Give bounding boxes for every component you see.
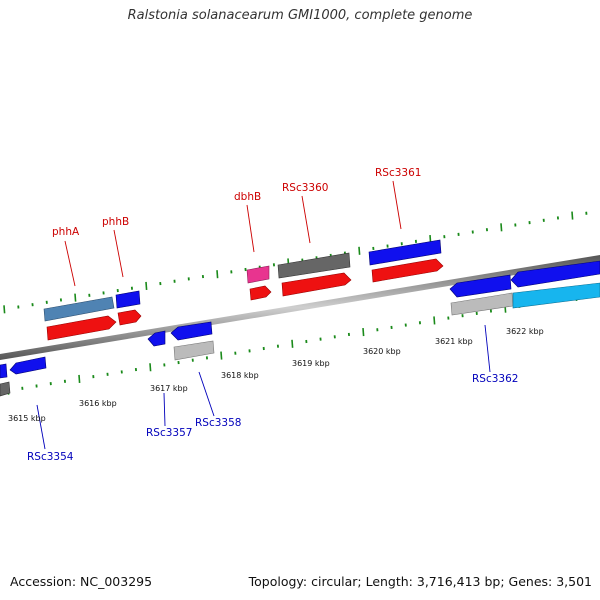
leader-RSc3358: [198, 371, 215, 417]
gene-RSc3357[interactable]: [147, 330, 166, 347]
gene-RSc3363-upper[interactable]: [510, 260, 600, 288]
label-leaders: [36, 180, 491, 450]
gene-RSc3360[interactable]: [281, 272, 352, 297]
leader-RSc3354: [36, 404, 46, 450]
scale-label-3618: 3618 kbp: [221, 371, 259, 380]
gene-phhB[interactable]: [117, 309, 142, 326]
outer-major-tick: [358, 246, 361, 255]
scale-labels: 3615 kbp 3616 kbp 3617 kbp 3618 kbp 3619…: [8, 327, 544, 423]
forward-strand: [43, 239, 444, 341]
gene-RSc3354[interactable]: [9, 356, 47, 375]
inner-major-tick: [362, 328, 365, 337]
outer-major-tick: [216, 270, 219, 279]
outer-major-tick: [500, 223, 503, 232]
inner-major-tick: [78, 374, 81, 384]
gene-dbhB[interactable]: [249, 285, 272, 301]
gene-RSc3358-upper[interactable]: [170, 321, 213, 341]
gene-RSc3363[interactable]: [512, 282, 600, 309]
scale-label-3616: 3616 kbp: [79, 399, 117, 408]
gene-phhA-upper[interactable]: [43, 296, 115, 322]
gene-RSc3361[interactable]: [371, 258, 444, 283]
genome-backbone: [0, 255, 600, 360]
gene-label-RSc3357[interactable]: RSc3357: [146, 427, 192, 439]
leader-RSc3361: [392, 180, 402, 230]
gene-dbhB-upper[interactable]: [246, 265, 270, 284]
outer-major-tick: [571, 211, 574, 220]
inner-major-tick: [220, 351, 223, 360]
gene-labels: phhA phhB dbhB RSc3360 RSc3361 RSc3354 R…: [27, 167, 518, 463]
scale-label-3615: 3615 kbp: [8, 414, 46, 423]
leader-RSc3362: [484, 324, 491, 373]
leader-phhB: [113, 229, 124, 278]
outer-major-tick: [3, 305, 6, 314]
gene-label-phhB[interactable]: phhB: [102, 216, 129, 228]
gene-phhA[interactable]: [46, 315, 117, 341]
gene-label-RSc3358[interactable]: RSc3358: [195, 417, 241, 429]
accession-text: Accession: NC_003295: [10, 574, 153, 589]
gene-RSc3353[interactable]: [0, 363, 8, 379]
gene-phhB-upper[interactable]: [115, 290, 141, 309]
gene-RSc3362-upper[interactable]: [449, 274, 512, 298]
gene-RSc3358[interactable]: [173, 340, 215, 361]
gene-RSc3361-upper[interactable]: [368, 239, 442, 266]
scale-label-3620: 3620 kbp: [363, 347, 401, 356]
outer-major-tick: [145, 281, 148, 290]
map-title: Ralstonia solanacearum GMI1000, complete…: [127, 8, 473, 23]
leader-phhA: [64, 240, 76, 287]
gene-label-RSc3354[interactable]: RSc3354: [27, 451, 74, 463]
reverse-strand: [0, 260, 600, 397]
inner-major-tick: [433, 316, 436, 325]
scale-label-3621: 3621 kbp: [435, 337, 473, 346]
scale-label-3619: 3619 kbp: [292, 359, 330, 368]
outer-major-tick: [74, 293, 77, 302]
scale-label-3617: 3617 kbp: [150, 384, 188, 393]
gene-label-RSc3361[interactable]: RSc3361: [375, 167, 421, 179]
gene-label-RSc3362[interactable]: RSc3362: [472, 373, 518, 385]
gene-label-phhA[interactable]: phhA: [52, 226, 80, 238]
leader-RSc3357: [163, 392, 166, 427]
inner-major-tick: [149, 363, 152, 372]
leader-dbhB: [246, 204, 255, 253]
gene-label-RSc3360[interactable]: RSc3360: [282, 182, 328, 194]
gene-RSc3353-lower[interactable]: [0, 381, 11, 397]
leader-RSc3360: [301, 195, 311, 244]
gene-label-dbhB[interactable]: dbhB: [234, 191, 261, 203]
scale-label-3622: 3622 kbp: [506, 327, 544, 336]
inner-major-tick: [291, 339, 294, 348]
genome-summary-text: Topology: circular; Length: 3,716,413 bp…: [248, 574, 592, 589]
gene-RSc3360-upper[interactable]: [277, 252, 351, 279]
